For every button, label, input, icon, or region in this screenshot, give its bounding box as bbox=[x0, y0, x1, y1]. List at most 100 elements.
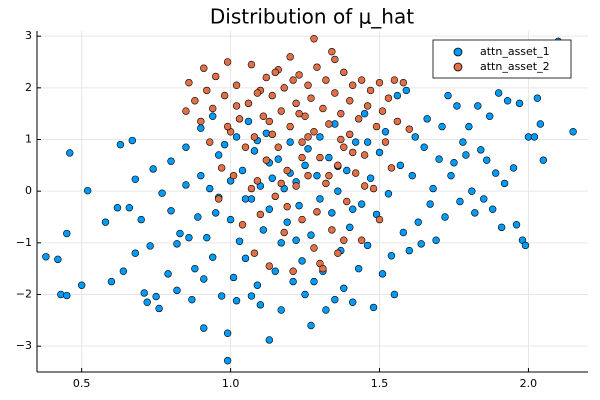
data-point bbox=[173, 286, 181, 295]
data-point bbox=[369, 184, 378, 193]
data-point bbox=[316, 195, 324, 203]
data-point bbox=[539, 156, 548, 164]
data-point bbox=[223, 329, 232, 337]
data-point bbox=[316, 153, 324, 162]
data-point bbox=[295, 109, 303, 118]
data-point bbox=[363, 241, 372, 250]
data-point bbox=[375, 78, 384, 87]
data-point bbox=[405, 125, 413, 133]
data-point bbox=[223, 58, 232, 66]
data-point bbox=[262, 156, 271, 164]
data-point bbox=[426, 200, 434, 208]
data-point bbox=[229, 273, 238, 282]
data-point bbox=[444, 91, 452, 100]
data-point bbox=[390, 76, 399, 84]
data-point bbox=[328, 47, 336, 56]
data-point bbox=[200, 64, 208, 72]
data-point bbox=[244, 117, 253, 126]
data-point bbox=[500, 179, 509, 188]
legend-marker-attn-asset-1 bbox=[453, 47, 463, 57]
data-point bbox=[295, 201, 303, 210]
data-point bbox=[167, 157, 175, 165]
data-point bbox=[337, 135, 345, 144]
data-point bbox=[304, 81, 312, 89]
legend: attn_asset_1 attn_asset_2 bbox=[432, 39, 572, 79]
data-point bbox=[340, 284, 348, 292]
data-point bbox=[325, 120, 333, 128]
data-point bbox=[515, 99, 524, 108]
data-point bbox=[265, 117, 274, 126]
data-point bbox=[298, 138, 306, 146]
data-point bbox=[521, 241, 530, 250]
data-point bbox=[477, 146, 485, 154]
data-point bbox=[209, 104, 217, 113]
data-point bbox=[488, 205, 497, 213]
y-tick-label: −1 bbox=[16, 236, 32, 249]
data-point bbox=[185, 233, 193, 242]
data-point bbox=[340, 68, 348, 77]
data-point bbox=[238, 221, 247, 229]
data-point bbox=[381, 138, 390, 146]
data-point bbox=[182, 143, 190, 151]
data-point bbox=[393, 117, 402, 126]
data-point bbox=[384, 190, 393, 198]
data-point bbox=[214, 195, 223, 203]
data-point bbox=[456, 197, 464, 206]
data-point bbox=[319, 104, 327, 113]
data-point bbox=[262, 129, 271, 138]
data-point bbox=[250, 133, 259, 141]
data-point bbox=[399, 228, 408, 237]
data-point bbox=[244, 99, 253, 108]
data-point bbox=[363, 102, 372, 110]
data-point bbox=[390, 290, 399, 299]
x-tick-label: 1.5 bbox=[371, 377, 389, 390]
data-point bbox=[212, 209, 220, 217]
data-point bbox=[381, 128, 390, 136]
data-point bbox=[217, 292, 226, 300]
data-point bbox=[113, 204, 122, 212]
data-point bbox=[286, 53, 294, 61]
data-point bbox=[462, 151, 470, 159]
data-point bbox=[322, 306, 330, 314]
data-point bbox=[277, 306, 285, 314]
data-point bbox=[465, 122, 473, 131]
data-point bbox=[271, 267, 279, 275]
data-point bbox=[432, 236, 440, 244]
data-point bbox=[351, 169, 360, 177]
data-point bbox=[235, 237, 244, 245]
data-point bbox=[259, 226, 268, 234]
data-point bbox=[158, 189, 166, 197]
y-tick-label: 1 bbox=[25, 133, 32, 146]
data-point bbox=[417, 240, 425, 248]
data-point bbox=[54, 255, 62, 264]
data-point bbox=[328, 209, 336, 217]
data-point bbox=[366, 86, 375, 95]
data-point bbox=[360, 182, 369, 190]
data-point bbox=[346, 97, 354, 105]
data-point bbox=[274, 155, 282, 163]
data-point bbox=[429, 184, 437, 193]
data-point bbox=[304, 171, 312, 180]
y-tick-label: 3 bbox=[25, 29, 32, 42]
data-point bbox=[512, 221, 521, 229]
data-point bbox=[200, 275, 208, 283]
data-point bbox=[265, 336, 274, 344]
data-point bbox=[256, 301, 265, 309]
data-point bbox=[223, 122, 232, 131]
data-point bbox=[337, 109, 345, 118]
data-point bbox=[346, 223, 354, 232]
data-point bbox=[280, 84, 288, 92]
data-point bbox=[256, 210, 265, 219]
data-point bbox=[152, 292, 160, 301]
data-point bbox=[57, 290, 65, 299]
data-point bbox=[155, 304, 163, 313]
data-point bbox=[101, 218, 110, 226]
data-point bbox=[357, 76, 366, 84]
series-layer bbox=[42, 35, 577, 365]
data-point bbox=[137, 215, 145, 224]
data-point bbox=[232, 133, 241, 141]
data-point bbox=[360, 109, 369, 118]
data-point bbox=[533, 94, 542, 102]
data-point bbox=[185, 78, 193, 87]
